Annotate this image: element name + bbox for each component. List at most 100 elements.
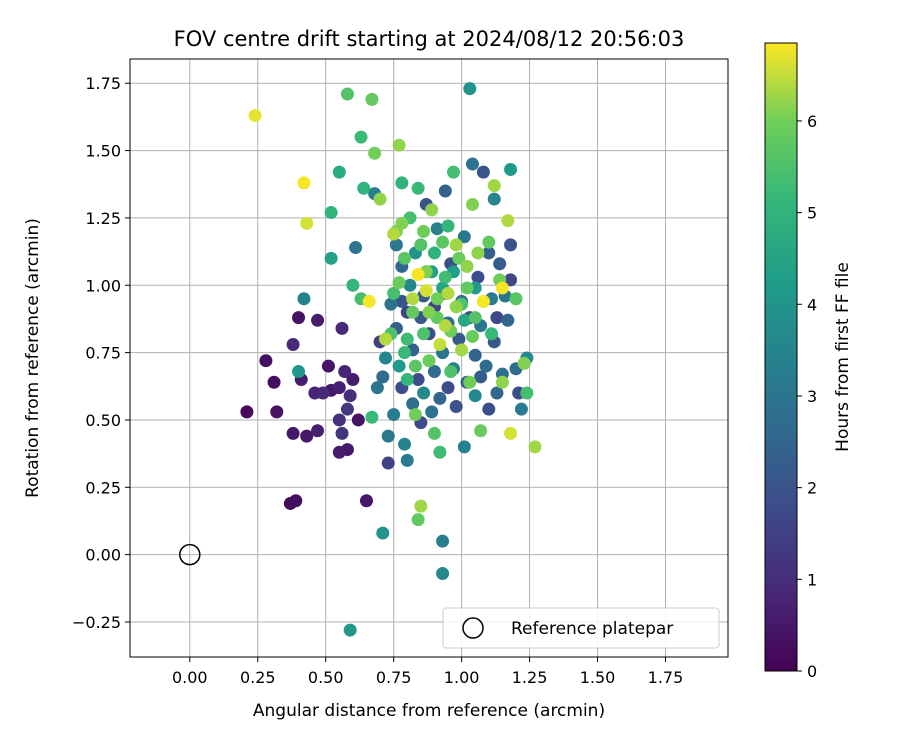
scatter-point — [387, 286, 401, 300]
scatter-point — [289, 494, 303, 508]
scatter-point — [392, 138, 406, 152]
scatter-point — [414, 499, 428, 513]
scatter-point — [487, 179, 501, 193]
scatter-point — [485, 327, 499, 341]
colorbar-gradient — [764, 42, 798, 672]
scatter-point — [452, 332, 466, 346]
scatter-point — [476, 294, 490, 308]
scatter-point — [436, 235, 450, 249]
colorbar-tick-label: 5 — [807, 204, 817, 223]
scatter-point — [441, 286, 455, 300]
scatter-point — [468, 311, 482, 325]
scatter-point — [248, 109, 262, 123]
scatter-point — [465, 197, 479, 211]
scatter-point — [495, 375, 509, 389]
scatter-point — [286, 338, 300, 352]
y-axis-label: Rotation from reference (arcmin) — [23, 218, 43, 498]
scatter-point — [463, 375, 477, 389]
scatter-point — [408, 408, 422, 422]
scatter-point — [365, 92, 379, 106]
x-tick-label: 0.50 — [308, 668, 344, 687]
scatter-point — [362, 294, 376, 308]
plot-frame — [129, 58, 729, 658]
scatter-point — [343, 389, 357, 403]
grid-lines — [130, 59, 728, 657]
scatter-point — [335, 426, 349, 440]
scatter-point — [373, 192, 387, 206]
scatter-point — [259, 354, 273, 368]
legend: Reference platepar — [442, 607, 720, 649]
scatter-point — [422, 305, 436, 319]
scatter-point — [311, 313, 325, 327]
scatter-point — [438, 184, 452, 198]
scatter-point — [389, 238, 403, 252]
scatter-point — [482, 235, 496, 249]
scatter-point — [433, 445, 447, 459]
scatter-point — [400, 453, 414, 467]
colorbar-label: Hours from first FF file — [833, 262, 853, 452]
scatter-point — [457, 313, 471, 327]
scatter-point — [359, 494, 373, 508]
scatter-point — [504, 426, 518, 440]
scatter-point — [490, 311, 504, 325]
scatter-point — [517, 356, 531, 370]
scatter-point — [465, 157, 479, 171]
colorbar: 0 1 2 3 4 5 6 Hours from first FF file — [764, 42, 853, 681]
x-tick-label: 1.25 — [512, 668, 548, 687]
scatter-point — [417, 224, 431, 238]
scatter-point — [436, 534, 450, 548]
scatter-point — [449, 238, 463, 252]
scatter-point — [392, 276, 406, 290]
scatter-point — [509, 292, 523, 306]
scatter-point — [493, 257, 507, 271]
scatter-point — [501, 313, 515, 327]
scatter-point — [441, 219, 455, 233]
scatter-point — [520, 386, 534, 400]
scatter-point — [438, 319, 452, 333]
scatter-point — [324, 206, 338, 220]
scatter-point — [357, 181, 371, 195]
scatter-point — [504, 162, 518, 176]
x-axis-ticks: 0.00 0.25 0.50 0.75 1.00 1.25 1.50 1.75 — [172, 657, 683, 687]
scatter-point — [332, 445, 346, 459]
colorbar-tick-label: 3 — [807, 387, 817, 406]
scatter-point — [465, 329, 479, 343]
scatter-point — [504, 273, 518, 287]
x-tick-label: 0.75 — [376, 668, 412, 687]
scatter-point — [468, 389, 482, 403]
scatter-point — [398, 251, 412, 265]
scatter-point — [457, 440, 471, 454]
scatter-point — [430, 222, 444, 236]
scatter-point — [381, 456, 395, 470]
reference-platepar-marker — [179, 543, 201, 566]
scatter-point — [387, 408, 401, 422]
scatter-point — [411, 267, 425, 281]
scatter-point — [411, 513, 425, 527]
scatter-point — [433, 338, 447, 352]
x-tick-label: 0.00 — [172, 668, 208, 687]
scatter-point — [338, 364, 352, 378]
scatter-point — [395, 216, 409, 230]
scatter-point — [324, 251, 338, 265]
y-tick-label: 0.25 — [85, 478, 121, 497]
scatter-point — [504, 238, 518, 252]
y-tick-label: −0.25 — [72, 613, 121, 632]
scatter-point — [430, 292, 444, 306]
scatter-point — [419, 284, 433, 298]
scatter-point — [297, 292, 311, 306]
y-tick-label: 1.50 — [85, 142, 121, 161]
scatter-point — [332, 413, 346, 427]
scatter-point — [433, 391, 447, 405]
y-tick-label: 1.75 — [85, 74, 121, 93]
legend-box — [442, 607, 720, 649]
scatter-point — [474, 424, 488, 438]
scatter-point — [240, 405, 254, 419]
scatter-point — [474, 370, 488, 384]
scatter-point — [411, 373, 425, 387]
scatter-point — [387, 227, 401, 241]
scatter-point — [406, 397, 420, 411]
scatter-point — [349, 241, 363, 255]
scatter-point — [452, 251, 466, 265]
y-tick-label: 1.00 — [85, 276, 121, 295]
scatter-point — [487, 192, 501, 206]
